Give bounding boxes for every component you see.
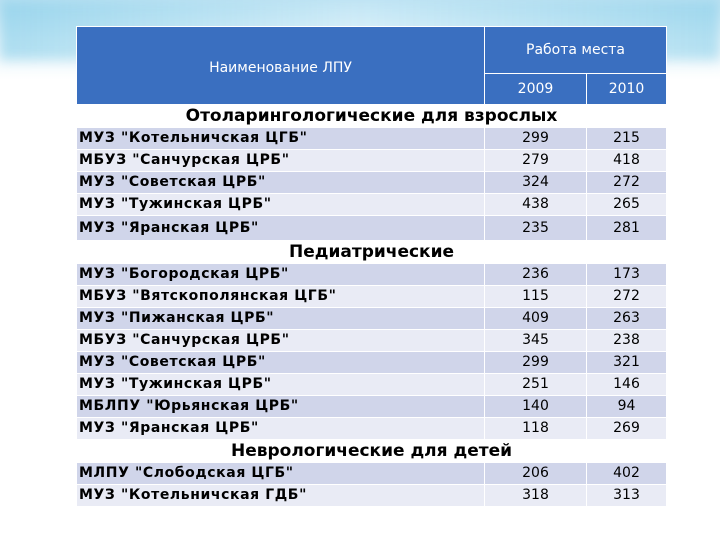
value-2009: 318 [484,484,587,507]
org-name: МУЗ "Пижанская ЦРБ" [76,307,485,330]
value-2009: 235 [484,215,587,241]
value-2010: 272 [585,171,668,194]
org-name: МУЗ "Котельничская ЦГБ" [76,127,485,150]
table-row: МБУЗ "Санчурская ЦРБ" 345 238 [76,329,668,352]
value-2009: 118 [484,417,587,440]
table-row: МУЗ "Пижанская ЦРБ" 409 263 [76,307,668,330]
org-name: МУЗ "Котельничская ГДБ" [76,484,485,507]
org-name: МБУЗ "Санчурская ЦРБ" [76,149,485,172]
value-2010: 238 [585,329,668,352]
table-row: МУЗ "Советская ЦРБ" 299 321 [76,351,668,374]
value-2010: 265 [585,193,668,216]
table-row: МБЛПУ "Юрьянская ЦРБ" 140 94 [76,395,668,418]
table-row: МБУЗ "Санчурская ЦРБ" 279 418 [76,149,668,172]
table-row: МУЗ "Яранская ЦРБ" 118 269 [76,417,668,440]
value-2010: 215 [585,127,668,150]
section-title: Педиатрические [75,240,668,264]
value-2010: 281 [585,215,668,241]
table-row: МУЗ "Советская ЦРБ" 324 272 [76,171,668,194]
table-row: МУЗ "Котельничская ГДБ" 318 313 [76,484,668,507]
value-2009: 206 [484,462,587,485]
value-2010: 263 [585,307,668,330]
value-2010: 313 [585,484,668,507]
table-row: МУЗ "Котельничская ЦГБ" 299 215 [76,127,668,150]
value-2009: 140 [484,395,587,418]
year-header-2009: 2009 [484,73,587,105]
value-2010: 402 [585,462,668,485]
value-2009: 299 [484,351,587,374]
value-2010: 94 [585,395,668,418]
value-2009: 299 [484,127,587,150]
section-title: Неврологические для детей [75,439,668,463]
org-name: МУЗ "Тужинская ЦРБ" [76,373,485,396]
value-2009: 236 [484,263,587,286]
org-name: МУЗ "Советская ЦРБ" [76,171,485,194]
org-name: МБУЗ "Санчурская ЦРБ" [76,329,485,352]
table-row: МЛПУ "Слободская ЦГБ" 206 402 [76,462,668,485]
year-header-2010: 2010 [585,73,668,105]
value-2009: 345 [484,329,587,352]
org-name: МУЗ "Советская ЦРБ" [76,351,485,374]
value-2009: 409 [484,307,587,330]
section-title: Отоларингологические для взрослых [75,104,668,128]
value-2009: 279 [484,149,587,172]
value-2009: 251 [484,373,587,396]
table-row: МУЗ "Тужинская ЦРБ" 251 146 [76,373,668,396]
work-group-header: Работа места [483,25,668,75]
org-name: МУЗ "Богородская ЦРБ" [76,263,485,286]
table-row: МУЗ "Богородская ЦРБ" 236 173 [76,263,668,286]
org-name: МУЗ "Яранская ЦРБ" [76,215,485,241]
value-2010: 146 [585,373,668,396]
org-name: МУЗ "Тужинская ЦРБ" [76,193,485,216]
value-2009: 438 [484,193,587,216]
org-name: МЛПУ "Слободская ЦГБ" [76,462,485,485]
value-2010: 418 [585,149,668,172]
value-2010: 269 [585,417,668,440]
table-row: МБУЗ "Вятскополянская ЦГБ" 115 272 [76,285,668,308]
name-column-header: Наименование ЛПУ [76,26,485,105]
value-2010: 321 [585,351,668,374]
org-name: МУЗ "Яранская ЦРБ" [76,417,485,440]
org-name: МБУЗ "Вятскополянская ЦГБ" [76,285,485,308]
org-name: МБЛПУ "Юрьянская ЦРБ" [76,395,485,418]
value-2010: 173 [585,263,668,286]
table-row: МУЗ "Яранская ЦРБ" 235 281 [76,215,668,241]
workplace-table: Наименование ЛПУ Работа места 2009 2010 … [75,25,668,507]
value-2009: 115 [484,285,587,308]
value-2010: 272 [585,285,668,308]
value-2009: 324 [484,171,587,194]
table-row: МУЗ "Тужинская ЦРБ" 438 265 [76,193,668,216]
